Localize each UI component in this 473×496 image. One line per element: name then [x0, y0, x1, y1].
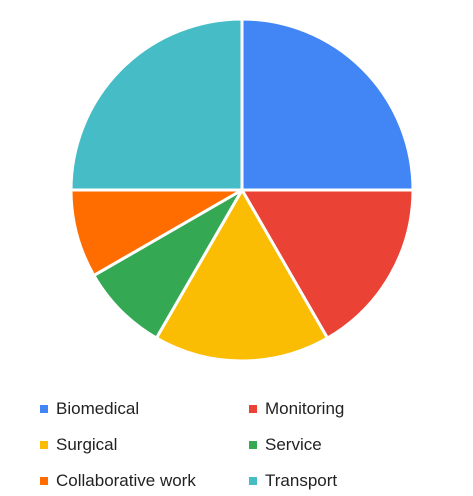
- pie-slice-surgical: [154, 188, 329, 363]
- legend-item-monitoring: Monitoring: [249, 396, 344, 422]
- legend-item-biomedical: Biomedical: [40, 396, 139, 422]
- legend-swatch-collaborative-work: [40, 477, 48, 485]
- pie-chart-plot: [69, 17, 415, 363]
- legend-label-surgical: Surgical: [56, 435, 118, 454]
- chart-legend: Biomedical Monitoring Surgical Service C…: [0, 394, 473, 494]
- pie-slice-monitoring: [240, 188, 415, 340]
- legend-item-transport: Transport: [249, 468, 337, 494]
- pie-slice-biomedical: [240, 17, 415, 192]
- legend-swatch-monitoring: [249, 405, 257, 413]
- pie-slice-collaborative-work: [69, 188, 244, 277]
- legend-label-monitoring: Monitoring: [265, 399, 345, 418]
- legend-label-biomedical: Biomedical: [56, 399, 140, 418]
- pie-slice-transport: [69, 17, 244, 192]
- legend-label-transport: Transport: [265, 471, 338, 490]
- legend-label-service: Service: [265, 435, 322, 454]
- legend-swatch-service: [249, 441, 257, 449]
- legend-item-surgical: Surgical: [40, 432, 117, 458]
- legend-label-collaborative-work: Collaborative work: [56, 471, 196, 490]
- legend-swatch-surgical: [40, 441, 48, 449]
- legend-swatch-transport: [249, 477, 257, 485]
- legend-swatch-biomedical: [40, 405, 48, 413]
- legend-item-service: Service: [249, 432, 322, 458]
- legend-item-collaborative-work: Collaborative work: [40, 468, 196, 494]
- pie-slice-service: [92, 188, 244, 340]
